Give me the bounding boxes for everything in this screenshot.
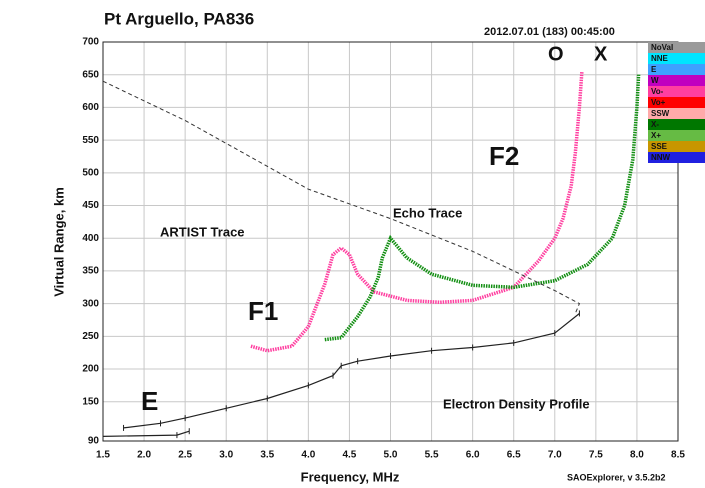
legend-swatch xyxy=(648,130,705,141)
y-tick-label: 600 xyxy=(82,102,99,113)
legend-swatch xyxy=(648,108,705,119)
y-tick-label: 200 xyxy=(82,364,99,375)
x-tick-label: 1.5 xyxy=(96,450,110,461)
y-tick-label: 300 xyxy=(82,298,99,309)
x-tick-label: 3.5 xyxy=(260,450,274,461)
y-tick-label: 550 xyxy=(82,135,99,146)
echo-trace xyxy=(250,71,584,353)
y-tick-label: 700 xyxy=(82,37,99,48)
legend-label: X- xyxy=(651,120,659,129)
legend-label: SSE xyxy=(651,142,668,151)
x-tick-label: 8.5 xyxy=(671,450,685,461)
x-tick-label: 2.5 xyxy=(178,450,192,461)
x-tick-label: 4.0 xyxy=(301,450,315,461)
x-axis-label: Frequency, MHz xyxy=(301,469,400,484)
y-tick-label: 650 xyxy=(82,69,99,80)
legend-swatch xyxy=(648,42,705,53)
x-tick-label: 3.0 xyxy=(219,450,233,461)
legend-swatch xyxy=(648,97,705,108)
legend-swatch xyxy=(648,141,705,152)
x-tick-label: 8.0 xyxy=(630,450,644,461)
annotation: O xyxy=(548,43,564,65)
annotation: Electron Density Profile xyxy=(443,396,590,411)
chart-subtitle: 2012.07.01 (183) 00:45:00 xyxy=(484,26,615,38)
legend-swatch xyxy=(648,119,705,130)
x-tick-label: 2.0 xyxy=(137,450,151,461)
legend-label: NoVal xyxy=(651,43,673,52)
annotation: E xyxy=(141,386,158,416)
legend-label: Vo+ xyxy=(651,98,666,107)
y-tick-label: 150 xyxy=(82,396,99,407)
footer: SAOExplorer, v 3.5.2b2 xyxy=(567,472,666,482)
legend-swatch xyxy=(648,86,705,97)
profile-line xyxy=(102,80,581,314)
annotation: ARTIST Trace xyxy=(160,224,245,239)
legend-label: X+ xyxy=(651,131,661,140)
x-tick-label: 6.5 xyxy=(507,450,521,461)
y-tick-label: 400 xyxy=(82,233,99,244)
chart-title: Pt Arguello, PA836 xyxy=(104,9,254,28)
legend-swatch xyxy=(648,53,705,64)
y-tick-label: 250 xyxy=(82,331,99,342)
annotation: X xyxy=(594,43,608,65)
legend-label: E xyxy=(651,65,657,74)
y-tick-label: 350 xyxy=(82,266,99,277)
y-axis-label: Virtual Range, km xyxy=(51,187,66,297)
legend-label: NNW xyxy=(651,153,671,162)
legend-label: Vo- xyxy=(651,87,664,96)
annotation: Echo Trace xyxy=(393,205,462,220)
x-tick-label: 4.5 xyxy=(342,450,356,461)
legend-label: W xyxy=(651,76,659,85)
echo-trace xyxy=(324,74,641,342)
x-tick-label: 7.0 xyxy=(548,450,562,461)
plot-border xyxy=(102,41,679,442)
x-tick-label: 7.5 xyxy=(589,450,603,461)
y-tick-label: 450 xyxy=(82,200,99,211)
legend-label: NNE xyxy=(651,54,669,63)
legend-swatch xyxy=(648,152,705,163)
x-tick-label: 6.0 xyxy=(466,450,480,461)
legend-swatch xyxy=(648,75,705,86)
y-tick-label: 90 xyxy=(88,436,100,447)
legend-label: SSW xyxy=(651,109,670,118)
legend-swatch xyxy=(648,64,705,75)
annotation: F1 xyxy=(248,296,278,326)
annotation: F2 xyxy=(489,141,519,171)
y-tick-label: 500 xyxy=(82,167,99,178)
x-tick-label: 5.0 xyxy=(384,450,398,461)
x-tick-label: 5.5 xyxy=(425,450,439,461)
